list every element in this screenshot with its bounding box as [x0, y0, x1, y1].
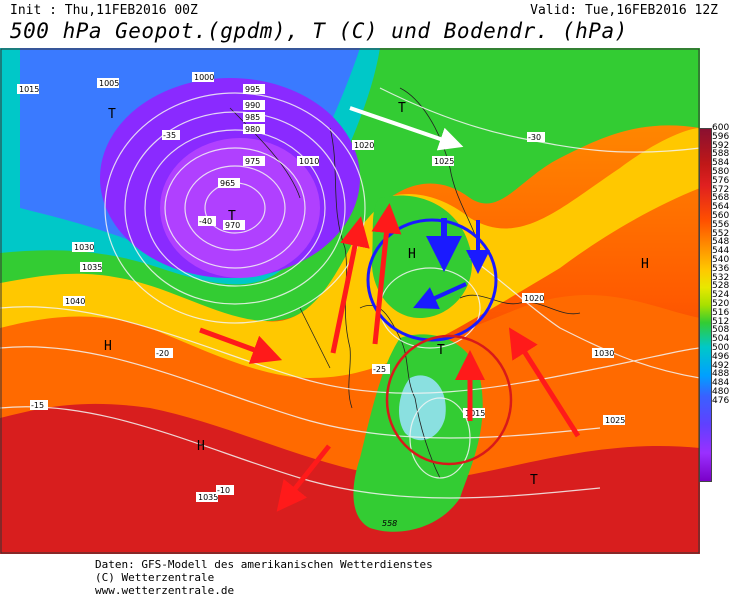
high-label: H [197, 439, 205, 454]
red-arrow [199, 327, 283, 364]
svg-text:975: 975 [245, 157, 260, 166]
pressure-centers: H H H H T T T T T [104, 101, 649, 488]
blue-arrow [413, 282, 467, 309]
svg-text:1035: 1035 [82, 263, 102, 272]
svg-text:1025: 1025 [605, 416, 625, 425]
svg-text:1010: 1010 [299, 157, 319, 166]
svg-text:990: 990 [245, 101, 260, 110]
isobars [0, 87, 701, 499]
svg-text:1005: 1005 [99, 79, 119, 88]
red-arrow [330, 216, 370, 354]
red-arrow [276, 444, 331, 512]
red-arrow [371, 203, 402, 345]
data-credits: Daten: GFS-Modell des amerikanischen Wet… [95, 558, 433, 597]
init-time: Init : Thu,11FEB2016 00Z [10, 3, 198, 18]
svg-text:1015: 1015 [19, 85, 39, 94]
color-scale-bar [699, 128, 712, 482]
svg-text:995: 995 [245, 85, 260, 94]
high-label: H [408, 247, 416, 262]
svg-text:1035: 1035 [198, 493, 218, 502]
credits-copyright: (C) Wetterzentrale [95, 571, 215, 584]
field-yellow-corridor [0, 128, 700, 378]
low-label: T [398, 101, 406, 116]
svg-text:1015: 1015 [465, 409, 485, 418]
temperature-labels: -35 -40 -30 -25 -20 -15 -10 [30, 130, 545, 495]
pressure-labels: 1015 1005 1000 995 990 985 980 975 970 9… [17, 72, 625, 502]
svg-text:1040: 1040 [65, 297, 85, 306]
svg-text:1020: 1020 [354, 141, 374, 150]
valid-time: Valid: Tue,16FEB2016 12Z [530, 3, 718, 18]
credits-source: Daten: GFS-Modell des amerikanischen Wet… [95, 558, 433, 571]
svg-text:1025: 1025 [434, 157, 454, 166]
svg-text:-20: -20 [156, 349, 169, 358]
low-label: T [437, 343, 445, 358]
svg-text:-40: -40 [199, 217, 212, 226]
red-arrow [508, 327, 581, 438]
svg-text:1030: 1030 [594, 349, 614, 358]
low-label: T [108, 107, 116, 122]
svg-text:-35: -35 [163, 131, 176, 140]
red-arrows [199, 203, 581, 512]
low-label: T [228, 209, 236, 224]
white-arrow [349, 106, 464, 151]
svg-text:985: 985 [245, 113, 260, 122]
svg-text:-15: -15 [31, 401, 44, 410]
svg-text:980: 980 [245, 125, 260, 134]
blue-circle-annotation [366, 218, 498, 342]
svg-text:-30: -30 [528, 133, 541, 142]
credits-url[interactable]: www.wetterzentrale.de [95, 584, 235, 597]
svg-text:1000: 1000 [194, 73, 214, 82]
field-purple-core [160, 138, 320, 278]
color-scale-labels: 600 596 592 588 584 580 576 572 568 564 560 556 5… [712, 123, 730, 406]
high-label: H [104, 339, 112, 354]
svg-text:970: 970 [225, 221, 240, 230]
svg-text:-25: -25 [373, 365, 386, 374]
svg-text:1020: 1020 [524, 294, 544, 303]
map-title: 500 hPa Geopot.(gpdm), T (C) und Bodendr… [10, 19, 628, 43]
svg-text:-10: -10 [217, 486, 230, 495]
field-cyan-med [398, 375, 446, 441]
red-circle-annotation [385, 334, 513, 466]
contour-558-label: 558 [382, 519, 397, 528]
weather-map: 1015 1005 1000 995 990 985 980 975 970 9… [0, 48, 701, 554]
high-label: H [641, 257, 649, 272]
low-label: T [530, 473, 538, 488]
svg-text:965: 965 [220, 179, 235, 188]
svg-text:1030: 1030 [74, 243, 94, 252]
